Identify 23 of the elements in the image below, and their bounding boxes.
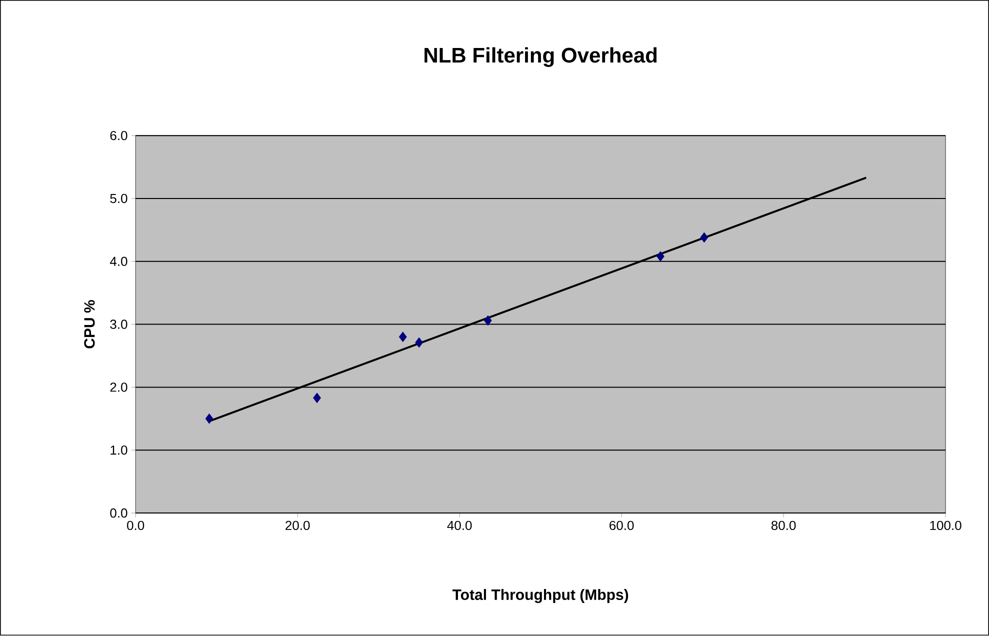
point xyxy=(656,251,664,262)
point xyxy=(700,232,708,243)
x-tick-label: 80.0 xyxy=(771,521,796,530)
x-tick-label: 60.0 xyxy=(610,521,634,530)
y-tick-label: 1.0 xyxy=(110,446,128,455)
x-tick-label: 20.0 xyxy=(286,521,310,530)
point xyxy=(484,316,492,326)
y-tick-label: 0.0 xyxy=(110,508,128,518)
chart-title: NLB Filtering Overhead xyxy=(424,47,657,68)
y-tick-label: 2.0 xyxy=(110,382,128,392)
y-tick-label: 4.0 xyxy=(110,256,128,266)
y-axis-title: CPU % xyxy=(84,300,95,349)
x-tick-label: 40.0 xyxy=(447,521,472,530)
x-tick-label: 0.0 xyxy=(127,521,144,530)
y-tick-label: 3.0 xyxy=(110,320,128,330)
point xyxy=(398,332,407,342)
point xyxy=(415,338,424,348)
x-tick-label: 100.0 xyxy=(930,521,962,530)
y-tick-label: 6.0 xyxy=(110,131,128,140)
point xyxy=(205,414,214,424)
y-tick-label: 5.0 xyxy=(110,194,128,204)
x-axis-title: Total Throughput (Mbps) xyxy=(452,589,628,604)
point xyxy=(313,392,321,404)
